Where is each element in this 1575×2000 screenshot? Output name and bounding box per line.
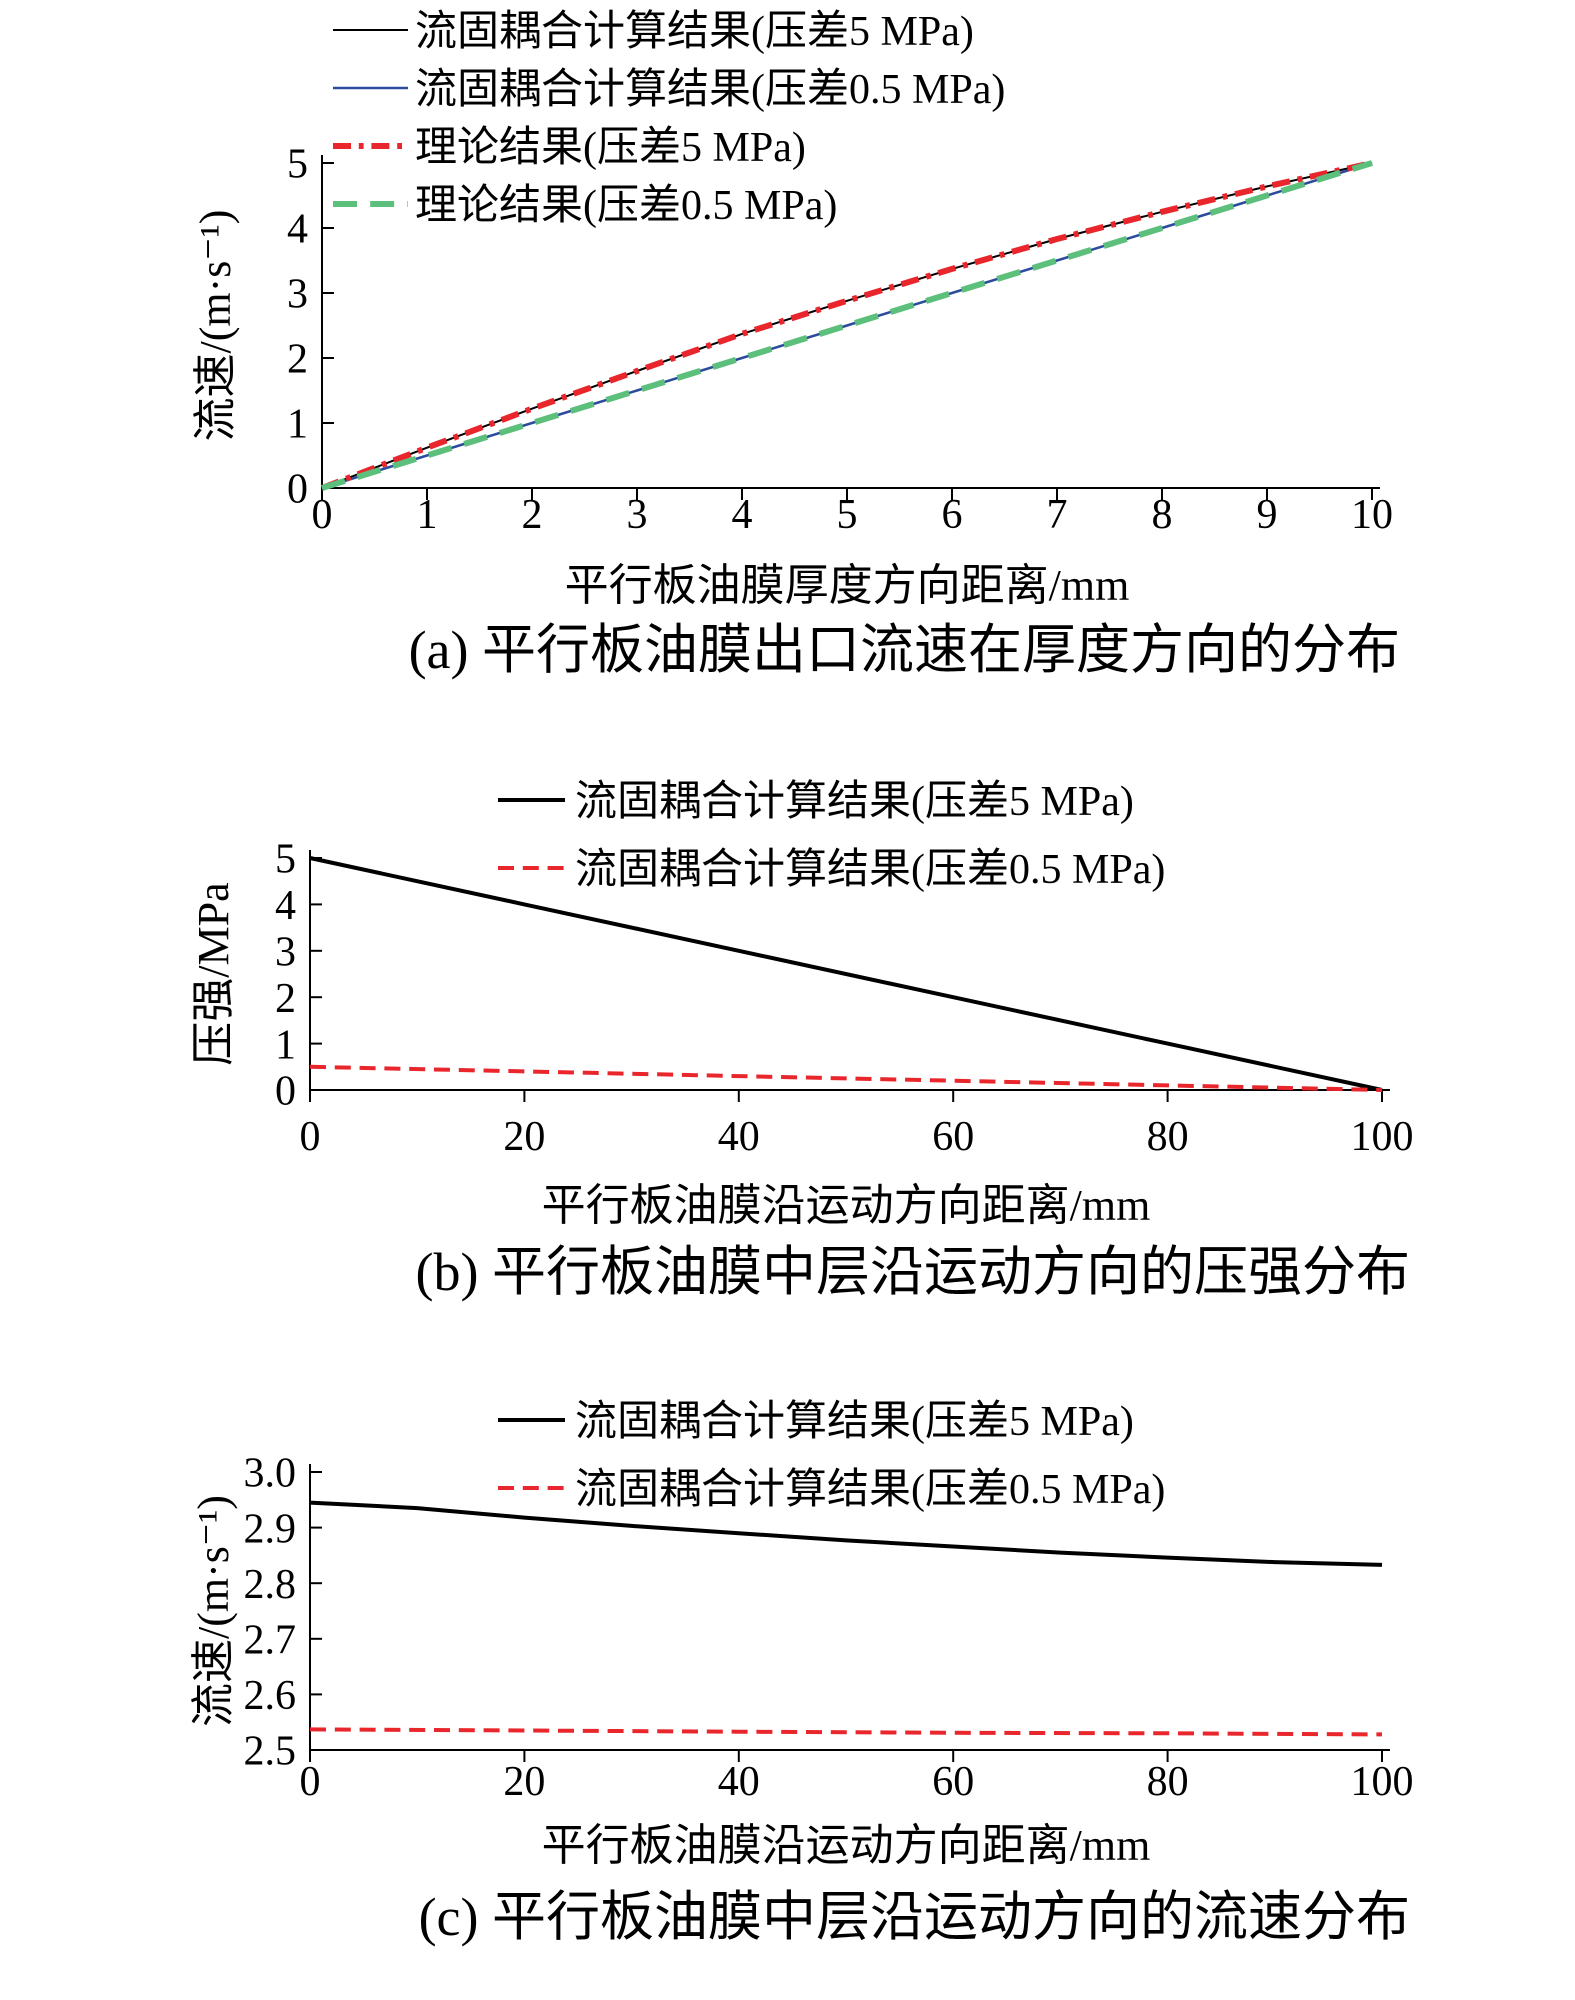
legend-label-3: 理论结果(压差5 MPa): [415, 125, 806, 171]
y-tick-label: 2.8: [244, 1562, 297, 1608]
x-tick-label: 8: [1152, 492, 1173, 538]
y-tick-label: 0: [275, 1069, 296, 1115]
y-axis-label: 压强/MPa: [189, 882, 238, 1065]
y-tick-label: 4: [275, 883, 296, 929]
panel-caption: (a) 平行板油膜出口流速在厚度方向的分布: [409, 620, 1400, 680]
series-line-1: [321, 162, 1373, 489]
legend-label-2: 流固耦合计算结果(压差0.5 MPa): [575, 1467, 1165, 1513]
x-tick-label: 10: [1351, 492, 1393, 538]
x-tick-label: 9: [1257, 492, 1278, 538]
legend: 流固耦合计算结果(压差5 MPa) 流固耦合计算结果(压差0.5 MPa): [498, 1399, 1165, 1513]
x-tick-label: 60: [932, 1759, 974, 1805]
series-line-4: [321, 160, 1373, 491]
y-tick-label: 2: [275, 976, 296, 1022]
y-tick-label: 2.9: [244, 1506, 297, 1552]
series-line-1: [309, 1500, 1383, 1567]
y-tick-label: 5: [287, 142, 308, 188]
legend-label-4: 理论结果(压差0.5 MPa): [415, 183, 837, 229]
legend-label-1: 流固耦合计算结果(压差5 MPa): [415, 9, 974, 55]
series-line-2: [309, 1727, 1383, 1737]
series-line-1: [309, 856, 1383, 1092]
y-tick-label: 3: [275, 930, 296, 976]
x-axis-label: 平行板油膜沿运动方向距离/mm: [542, 1181, 1151, 1230]
y-tick-label: 2.7: [244, 1618, 297, 1664]
y-tick-label: 1: [275, 1022, 296, 1068]
y-tick-label: 2.5: [244, 1729, 297, 1775]
x-tick-label: 0: [312, 492, 333, 538]
x-tick-label: 3: [627, 492, 648, 538]
panel-caption: (c) 平行板油膜中层沿运动方向的流速分布: [419, 1887, 1410, 1947]
x-axis-label: 平行板油膜厚度方向距离/mm: [565, 561, 1130, 610]
legend: 流固耦合计算结果(压差5 MPa) 流固耦合计算结果(压差0.5 MPa) 理论结果…: [333, 9, 1005, 229]
x-axis-label: 平行板油膜沿运动方向距离/mm: [542, 1821, 1151, 1870]
series-line-2: [309, 1064, 1383, 1092]
x-tick-label: 20: [503, 1114, 545, 1160]
x-tick-label: 80: [1147, 1114, 1189, 1160]
x-tick-label: 60: [932, 1114, 974, 1160]
x-tick-label: 80: [1147, 1759, 1189, 1805]
y-tick-label: 2.6: [244, 1673, 297, 1719]
x-tick-label: 40: [718, 1114, 760, 1160]
legend: 流固耦合计算结果(压差5 MPa) 流固耦合计算结果(压差0.5 MPa): [498, 779, 1165, 893]
legend-label-2: 流固耦合计算结果(压差0.5 MPa): [575, 847, 1165, 893]
y-tick-label: 3.0: [244, 1451, 297, 1497]
x-tick-label: 40: [718, 1759, 760, 1805]
y-axis-label: 流速/(m·s⁻¹): [189, 1495, 238, 1727]
chart-panel-3: 0 20 40 60 80 100 2.5 2.6 2.7 2.8 2.9 3.0 流固耦合计算结果(压…: [189, 1399, 1414, 1947]
x-tick-label: 1: [417, 492, 438, 538]
y-tick-label: 3: [287, 272, 308, 318]
x-tick-label: 5: [837, 492, 858, 538]
y-tick-label: 4: [287, 207, 308, 253]
x-tick-label: 0: [300, 1114, 321, 1160]
legend-label-2: 流固耦合计算结果(压差0.5 MPa): [415, 67, 1005, 113]
x-tick-label: 4: [732, 492, 753, 538]
x-tick-label: 0: [300, 1759, 321, 1805]
y-tick-label: 1: [287, 402, 308, 448]
y-tick-label: 5: [275, 837, 296, 883]
x-tick-label: 20: [503, 1759, 545, 1805]
x-tick-label: 6: [942, 492, 963, 538]
legend-label-1: 流固耦合计算结果(压差5 MPa): [575, 779, 1134, 825]
y-axis-label: 流速/(m·s⁻¹): [191, 210, 240, 442]
x-tick-label: 7: [1047, 492, 1068, 538]
y-tick-label: 2: [287, 337, 308, 383]
x-tick-label: 100: [1351, 1759, 1414, 1805]
x-tick-label: 2: [522, 492, 543, 538]
legend-label-1: 流固耦合计算结果(压差5 MPa): [575, 1399, 1134, 1445]
y-tick-label: 0: [287, 467, 308, 513]
x-tick-label: 100: [1351, 1114, 1414, 1160]
panel-caption: (b) 平行板油膜中层沿运动方向的压强分布: [416, 1242, 1410, 1302]
